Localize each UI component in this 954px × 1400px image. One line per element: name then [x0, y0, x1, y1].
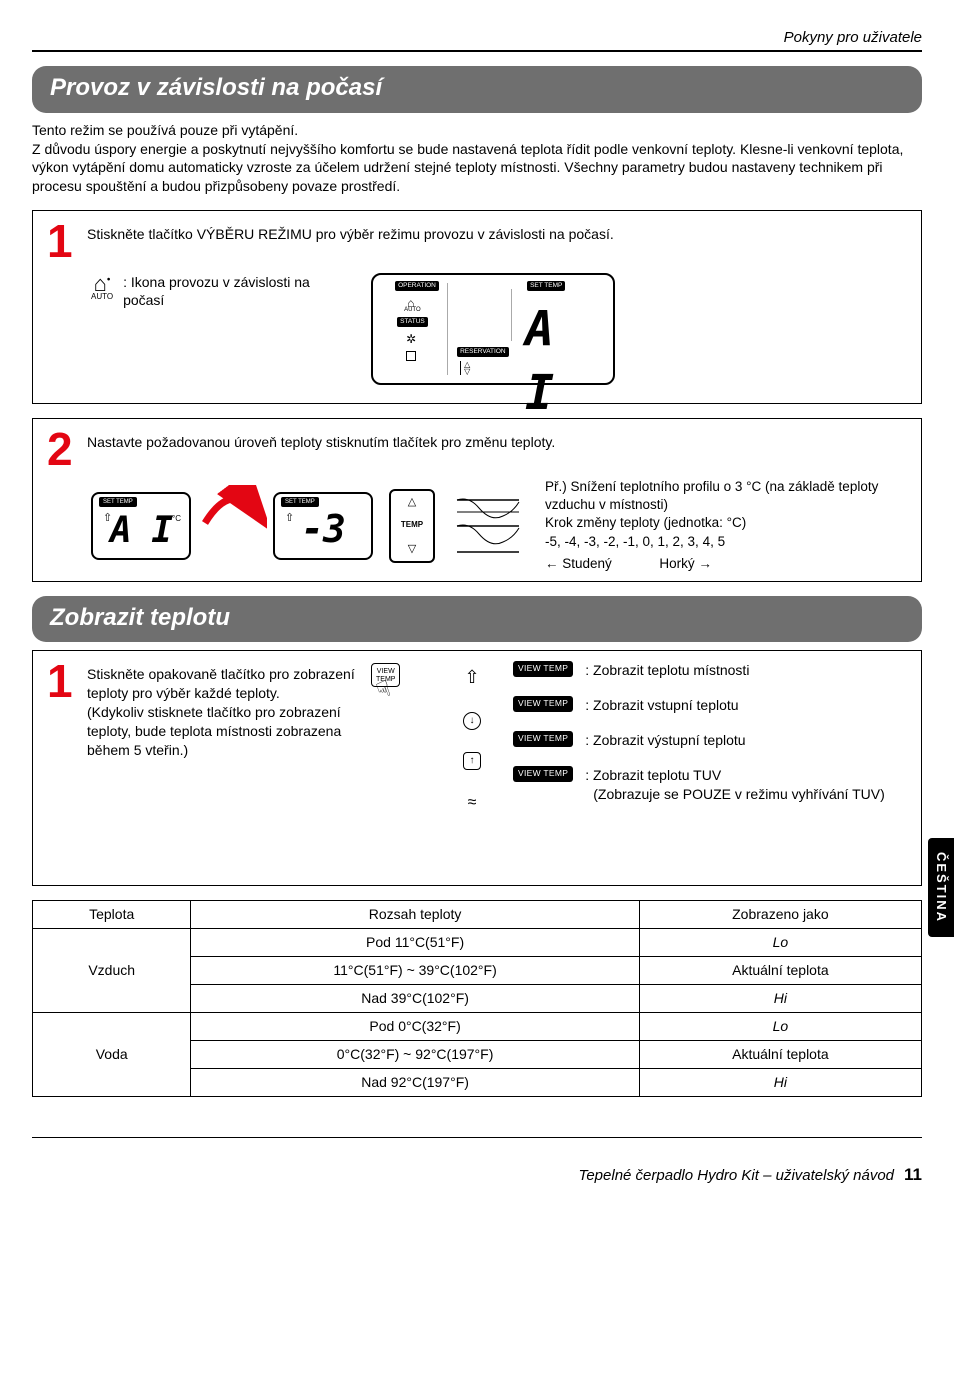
lcd-operation-badge: OPERATION	[395, 281, 439, 292]
th-rozsah: Rozsah teploty	[191, 901, 639, 929]
td-air-actual: Aktuální teplota	[639, 957, 921, 985]
temp-down-icon: ▽	[408, 542, 416, 557]
td-water-hi: Hi	[639, 1068, 921, 1096]
rule-top	[32, 50, 922, 52]
td-vzduch: Vzduch	[33, 929, 191, 1013]
section2-title: Zobrazit teplotu	[32, 596, 922, 642]
lcd-digits: A I	[525, 297, 613, 427]
cold-label: Studený	[562, 556, 612, 571]
intro-line2: Z důvodu úspory energie a poskytnutí nej…	[32, 141, 903, 195]
s2-step1-number: 1	[47, 661, 81, 702]
step2-ex-line1: Př.) Snížení teplotního profilu o 3 °C (…	[545, 478, 907, 514]
arrow-left-icon: ←	[545, 556, 559, 571]
footer-page: 11	[904, 1164, 922, 1187]
td-water-r1: Pod 0°C(32°F)	[191, 1013, 639, 1041]
hot-label: Horký	[659, 556, 694, 571]
td-voda: Voda	[33, 1013, 191, 1097]
step2-ex-line3: -5, -4, -3, -2, -1, 0, 1, 2, 3, 4, 5	[545, 533, 907, 551]
auto-house-icon: ⌂• AUTO	[91, 273, 113, 301]
step2-explanation: Př.) Snížení teplotního profilu o 3 °C (…	[545, 478, 907, 573]
vt-in-text: : Zobrazit vstupní teplotu	[585, 696, 738, 715]
lcd-status-badge: STATUS	[397, 317, 428, 328]
view-badge-in: VIEW TEMP	[513, 696, 573, 711]
step1-text: Stiskněte tlačítko VÝBĚRU REŽIMU pro výb…	[87, 221, 907, 244]
td-air-r3: Nad 39°C(102°F)	[191, 985, 639, 1013]
temp-btn-label: TEMP	[401, 520, 423, 531]
td-air-lo: Lo	[639, 929, 921, 957]
temp-updown-button[interactable]: △ TEMP ▽	[389, 489, 435, 563]
small-lcd1-label: SET TEMP	[99, 497, 137, 507]
th-zobr: Zobrazeno jako	[639, 901, 921, 929]
arrow-right-icon: →	[698, 556, 712, 571]
step2-text: Nastavte požadovanou úroveň teploty stis…	[87, 429, 907, 452]
vt-out-text: : Zobrazit výstupní teplotu	[585, 731, 745, 750]
step2-number: 2	[47, 429, 81, 470]
rule-bottom	[32, 1137, 922, 1138]
view-badge-room: VIEW TEMP	[513, 661, 573, 676]
red-arrow-icon	[197, 485, 267, 529]
lcd-reservation-badge: RESERVATION	[457, 347, 509, 358]
step1-number: 1	[47, 221, 81, 262]
temperature-table: Teplota Rozsah teploty Zobrazeno jako Vz…	[32, 900, 922, 1096]
section2-frame: 1 Stiskněte opakovaně tlačítko pro zobra…	[32, 650, 922, 886]
th-teplota: Teplota	[33, 901, 191, 929]
td-air-r2: 11°C(51°F) ~ 39°C(102°F)	[191, 957, 639, 985]
small-lcd-after: SET TEMP ⇧ -3	[273, 492, 373, 560]
td-air-hi: Hi	[639, 985, 921, 1013]
small-lcd-before: SET TEMP ⇧ A I °C	[91, 492, 191, 560]
s2-step1-note: (Kdykoliv stisknete tlačítko pro zobraze…	[87, 704, 341, 758]
s2-step1-text: Stiskněte opakovaně tlačítko pro zobraze…	[87, 666, 355, 701]
step1-frame: 1 Stiskněte tlačítko VÝBĚRU REŽIMU pro v…	[32, 210, 922, 403]
view-badge-out: VIEW TEMP	[513, 731, 573, 746]
view-btn-cluster: VIEWTEMP ☟	[371, 661, 441, 813]
footer-text: Tepelné čerpadlo Hydro Kit – uživatelský…	[579, 1166, 894, 1186]
vt-tuv-text: : Zobrazit teplotu TUV	[585, 767, 721, 783]
lcd-display: OPERATION ⌂ AUTO STATUS ✲ RESERVATION △▽…	[371, 273, 615, 385]
step2-ex-line2: Krok změny teploty (jednotka: °C)	[545, 514, 907, 532]
house-glyph-icon: ⇧	[464, 665, 479, 689]
small-lcd1-deg: °C	[172, 514, 181, 525]
lcd-square-icon	[406, 351, 416, 361]
inlet-glyph-icon: ↓	[463, 712, 481, 730]
temp-up-icon: △	[408, 495, 416, 510]
section1-title: Provoz v závislosti na počasí	[32, 66, 922, 112]
td-water-r3: Nad 92°C(197°F)	[191, 1068, 639, 1096]
intro-paragraph: Tento režim se používá pouze při vytápěn…	[32, 121, 922, 197]
td-water-r2: 0°C(32°F) ~ 92°C(197°F)	[191, 1040, 639, 1068]
outlet-glyph-icon: ↑	[463, 752, 481, 770]
header-right: Pokyny pro uživatele	[32, 28, 922, 48]
td-water-actual: Aktuální teplota	[639, 1040, 921, 1068]
small-lcd2-digits: -3	[275, 504, 371, 555]
lcd-auto-label: AUTO	[404, 306, 421, 314]
td-air-r1: Pod 11°C(51°F)	[191, 929, 639, 957]
intro-line1: Tento režim se používá pouze při vytápěn…	[32, 122, 298, 138]
lcd-gear-icon: ✲	[406, 331, 416, 347]
language-tab: ČEŠTINA	[928, 838, 954, 937]
lcd-arrow-icons: △▽	[460, 361, 470, 375]
step1-icon-desc: : Ikona provozu v závislosti na počasí	[123, 273, 313, 311]
tuv-glyph-icon: ≈	[468, 792, 477, 814]
vt-room-text: : Zobrazit teplotu místnosti	[585, 661, 749, 680]
auto-label: AUTO	[91, 293, 113, 301]
lcd-settemp-badge: SET TEMP	[527, 281, 565, 292]
view-badge-tuv: VIEW TEMP	[513, 766, 573, 781]
td-water-lo: Lo	[639, 1013, 921, 1041]
temp-graph	[451, 492, 529, 560]
step2-frame: 2 Nastavte požadovanou úroveň teploty st…	[32, 418, 922, 582]
vt-tuv-note: (Zobrazuje se POUZE v režimu vyhřívání T…	[585, 785, 884, 804]
